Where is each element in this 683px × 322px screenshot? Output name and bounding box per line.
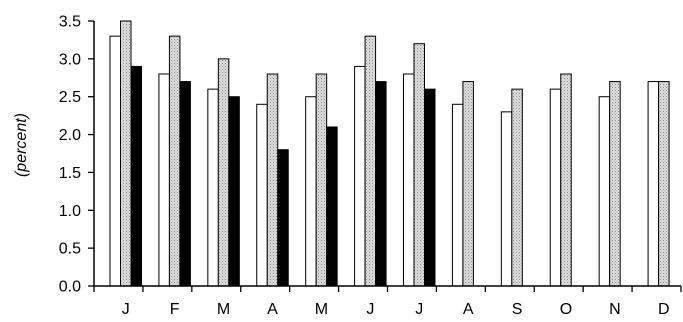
bar-series-1 [451, 103, 464, 287]
x-tick-label: A [267, 301, 278, 318]
bar-series-2 [511, 88, 523, 287]
bar-series-2 [413, 43, 425, 287]
x-tick-label: A [463, 301, 474, 318]
y-axis-title: (percent) [13, 113, 30, 177]
y-tick-label: 1.5 [59, 165, 81, 182]
bar-series-2 [120, 20, 132, 287]
x-tick-label: N [609, 301, 621, 318]
bar-series-1 [207, 88, 219, 287]
bar-series-3 [277, 149, 289, 287]
bar-series-1 [403, 73, 415, 287]
bar-series-1 [354, 65, 366, 287]
bar-series-1 [256, 103, 268, 287]
bar-series-2 [609, 81, 621, 287]
x-tick-label: J [122, 301, 130, 318]
bar-series-3 [326, 126, 338, 287]
y-tick-label: 2.0 [59, 127, 81, 144]
bar-series-1 [647, 81, 660, 287]
bar-series-2 [364, 35, 377, 287]
y-tick-label: 0.5 [59, 241, 81, 258]
x-tick-label: D [658, 301, 670, 318]
y-tick-label: 3.0 [59, 51, 81, 68]
bar-series-3 [179, 81, 191, 287]
x-tick-label: J [366, 301, 374, 318]
bar-series-2 [658, 81, 670, 287]
y-tick-label: 1.0 [59, 203, 81, 220]
x-tick-label: F [170, 301, 180, 318]
y-tick-label: 0.0 [59, 279, 81, 296]
x-tick-label: S [512, 301, 523, 318]
axis-lines [93, 21, 681, 287]
x-tick-label: J [415, 301, 423, 318]
bar-series-1 [598, 96, 611, 287]
bar-series-2 [560, 73, 572, 287]
x-tick-label: M [217, 301, 230, 318]
bar-series-3 [424, 88, 436, 287]
bar-series-3 [375, 81, 387, 287]
bar-series-1 [500, 111, 513, 287]
bar-series-3 [130, 65, 142, 287]
bar-series-1 [109, 35, 121, 287]
bar-series-1 [158, 73, 170, 287]
bar-series-2 [266, 73, 279, 287]
bar-series-2 [462, 81, 474, 287]
x-tick-label: M [315, 301, 328, 318]
y-tick-label: 2.5 [59, 89, 81, 106]
bar-series-2 [315, 73, 328, 287]
bars [109, 20, 670, 287]
bar-series-2 [168, 35, 181, 287]
bar-series-1 [305, 96, 317, 287]
bar-series-1 [549, 88, 562, 287]
bar-series-3 [228, 96, 240, 287]
y-tick-label: 3.5 [59, 14, 81, 31]
x-tick-label: O [560, 301, 572, 318]
bar-series-2 [217, 58, 230, 287]
y-axis: 0.0 0.5 1.0 1.5 2.0 2.5 3.0 3.5 [59, 14, 94, 296]
